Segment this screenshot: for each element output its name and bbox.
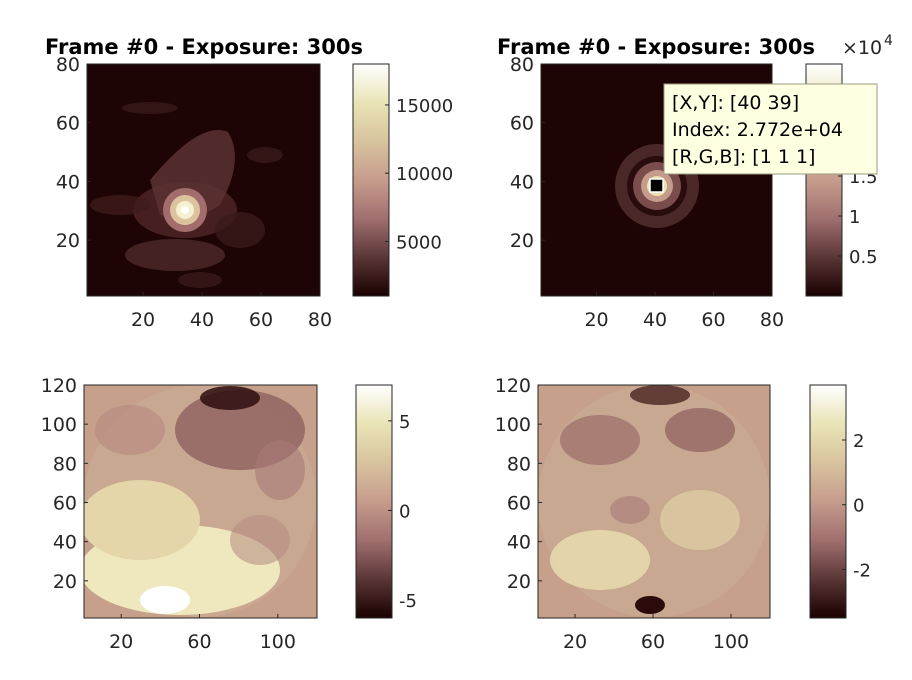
colorbar-tick-label: 0	[399, 501, 410, 522]
colorbar-exponent-power: 4	[884, 33, 893, 49]
x-tick-label: 80	[308, 309, 332, 331]
panel3-image[interactable]	[80, 385, 317, 618]
datatip-line-index: Index: 2.772e+04	[672, 119, 843, 141]
axes-box	[86, 63, 321, 297]
x-tick-label: 20	[584, 309, 608, 331]
colorbar-tick-label: 2	[853, 431, 864, 452]
panel1-colorbar[interactable]: 5000 10000 15000	[352, 63, 453, 297]
panel-bottom-left: 20 60 100 20 40 60 80 100 120 -5 0 5	[41, 375, 417, 653]
panel3-colorbar[interactable]: -5 0 5	[355, 384, 417, 619]
y-tick-label: 100	[495, 414, 531, 436]
y-tick-label: 120	[41, 375, 77, 397]
x-tick-label: 60	[701, 309, 725, 331]
x-tick-label: 40	[643, 309, 667, 331]
colorbar-tick-label: 5	[399, 412, 410, 433]
colorbar-gradient	[352, 63, 390, 297]
x-tick-label: 20	[131, 309, 155, 331]
x-tick-label: 100	[713, 631, 749, 653]
x-tick-label: 60	[249, 309, 273, 331]
y-tick-label: 80	[510, 54, 534, 76]
x-tick-label: 80	[760, 309, 784, 331]
colorbar-tick-label: 15000	[396, 96, 453, 117]
y-tick-label: 40	[53, 532, 77, 554]
y-tick-label: 60	[53, 492, 77, 514]
colorbar-tick-label: 1	[849, 207, 860, 228]
colorbar-tick-label: 0	[853, 496, 864, 517]
datatip-marker[interactable]	[649, 178, 664, 193]
y-tick-label: 120	[495, 375, 531, 397]
y-tick-label: 80	[56, 54, 80, 76]
y-tick-label: 60	[507, 492, 531, 514]
colorbar-tick-label: -2	[853, 560, 871, 581]
panel1-image[interactable]	[87, 64, 320, 296]
y-tick-label: 20	[507, 571, 531, 593]
panel1-title: Frame #0 - Exposure: 300s	[45, 35, 363, 59]
panel3-axes: 20 60 100 20 40 60 80 100 120	[41, 375, 318, 653]
datatip-box[interactable]: [X,Y]: [40 39] Index: 2.772e+04 [R,G,B]:…	[663, 83, 878, 175]
colorbar-tick-label: 10000	[396, 164, 453, 185]
y-tick-label: 100	[41, 414, 77, 436]
x-tick-label: 60	[187, 631, 211, 653]
y-tick-label: 80	[53, 453, 77, 475]
panel4-colorbar[interactable]: -2 0 2	[809, 384, 871, 619]
panel-top-left: Frame #0 - Exposure: 300s 20 40 60 80 20 40 60…	[45, 35, 453, 331]
x-tick-label: 20	[109, 631, 133, 653]
colorbar-tick-label: 5000	[396, 232, 442, 253]
y-tick-label: 40	[510, 171, 534, 193]
y-tick-label: 60	[56, 113, 80, 135]
panel4-image[interactable]	[538, 385, 770, 618]
datatip-line-rgb: [R,G,B]: [1 1 1]	[672, 146, 815, 168]
datatip-line-xy: [X,Y]: [40 39]	[672, 92, 799, 114]
y-tick-label: 20	[510, 230, 534, 252]
panel-top-right: Frame #0 - Exposure: 300s 20 40 60 80 20 40 60…	[497, 33, 893, 331]
axes-box	[537, 384, 771, 619]
y-tick-label: 60	[510, 113, 534, 135]
y-tick-label: 40	[56, 171, 80, 193]
y-tick-label: 80	[507, 453, 531, 475]
panel2-title: Frame #0 - Exposure: 300s	[497, 35, 815, 59]
x-tick-label: 20	[563, 631, 587, 653]
colorbar-gradient	[809, 384, 847, 619]
x-tick-label: 40	[190, 309, 214, 331]
panel1-axes: 20 40 60 80 20 40 60 80	[56, 54, 332, 331]
y-tick-label: 20	[53, 571, 77, 593]
x-tick-label: 60	[641, 631, 665, 653]
y-tick-label: 20	[56, 230, 80, 252]
panel-bottom-right: 20 60 100 20 40 60 80 100 120 -2 0 2	[495, 375, 871, 653]
colorbar-exponent-base: ×10	[842, 37, 882, 59]
axes-box	[83, 384, 318, 619]
colorbar-gradient	[355, 384, 393, 619]
colorbar-tick-label: 0.5	[849, 247, 878, 268]
axes-box	[540, 63, 773, 297]
x-tick-label: 100	[260, 631, 296, 653]
panel4-axes: 20 60 100 20 40 60 80 100 120	[495, 375, 771, 653]
panel2-axes: 20 40 60 80 20 40 60 80	[510, 54, 784, 331]
y-tick-label: 40	[507, 532, 531, 554]
colorbar-tick-label: -5	[399, 591, 417, 612]
